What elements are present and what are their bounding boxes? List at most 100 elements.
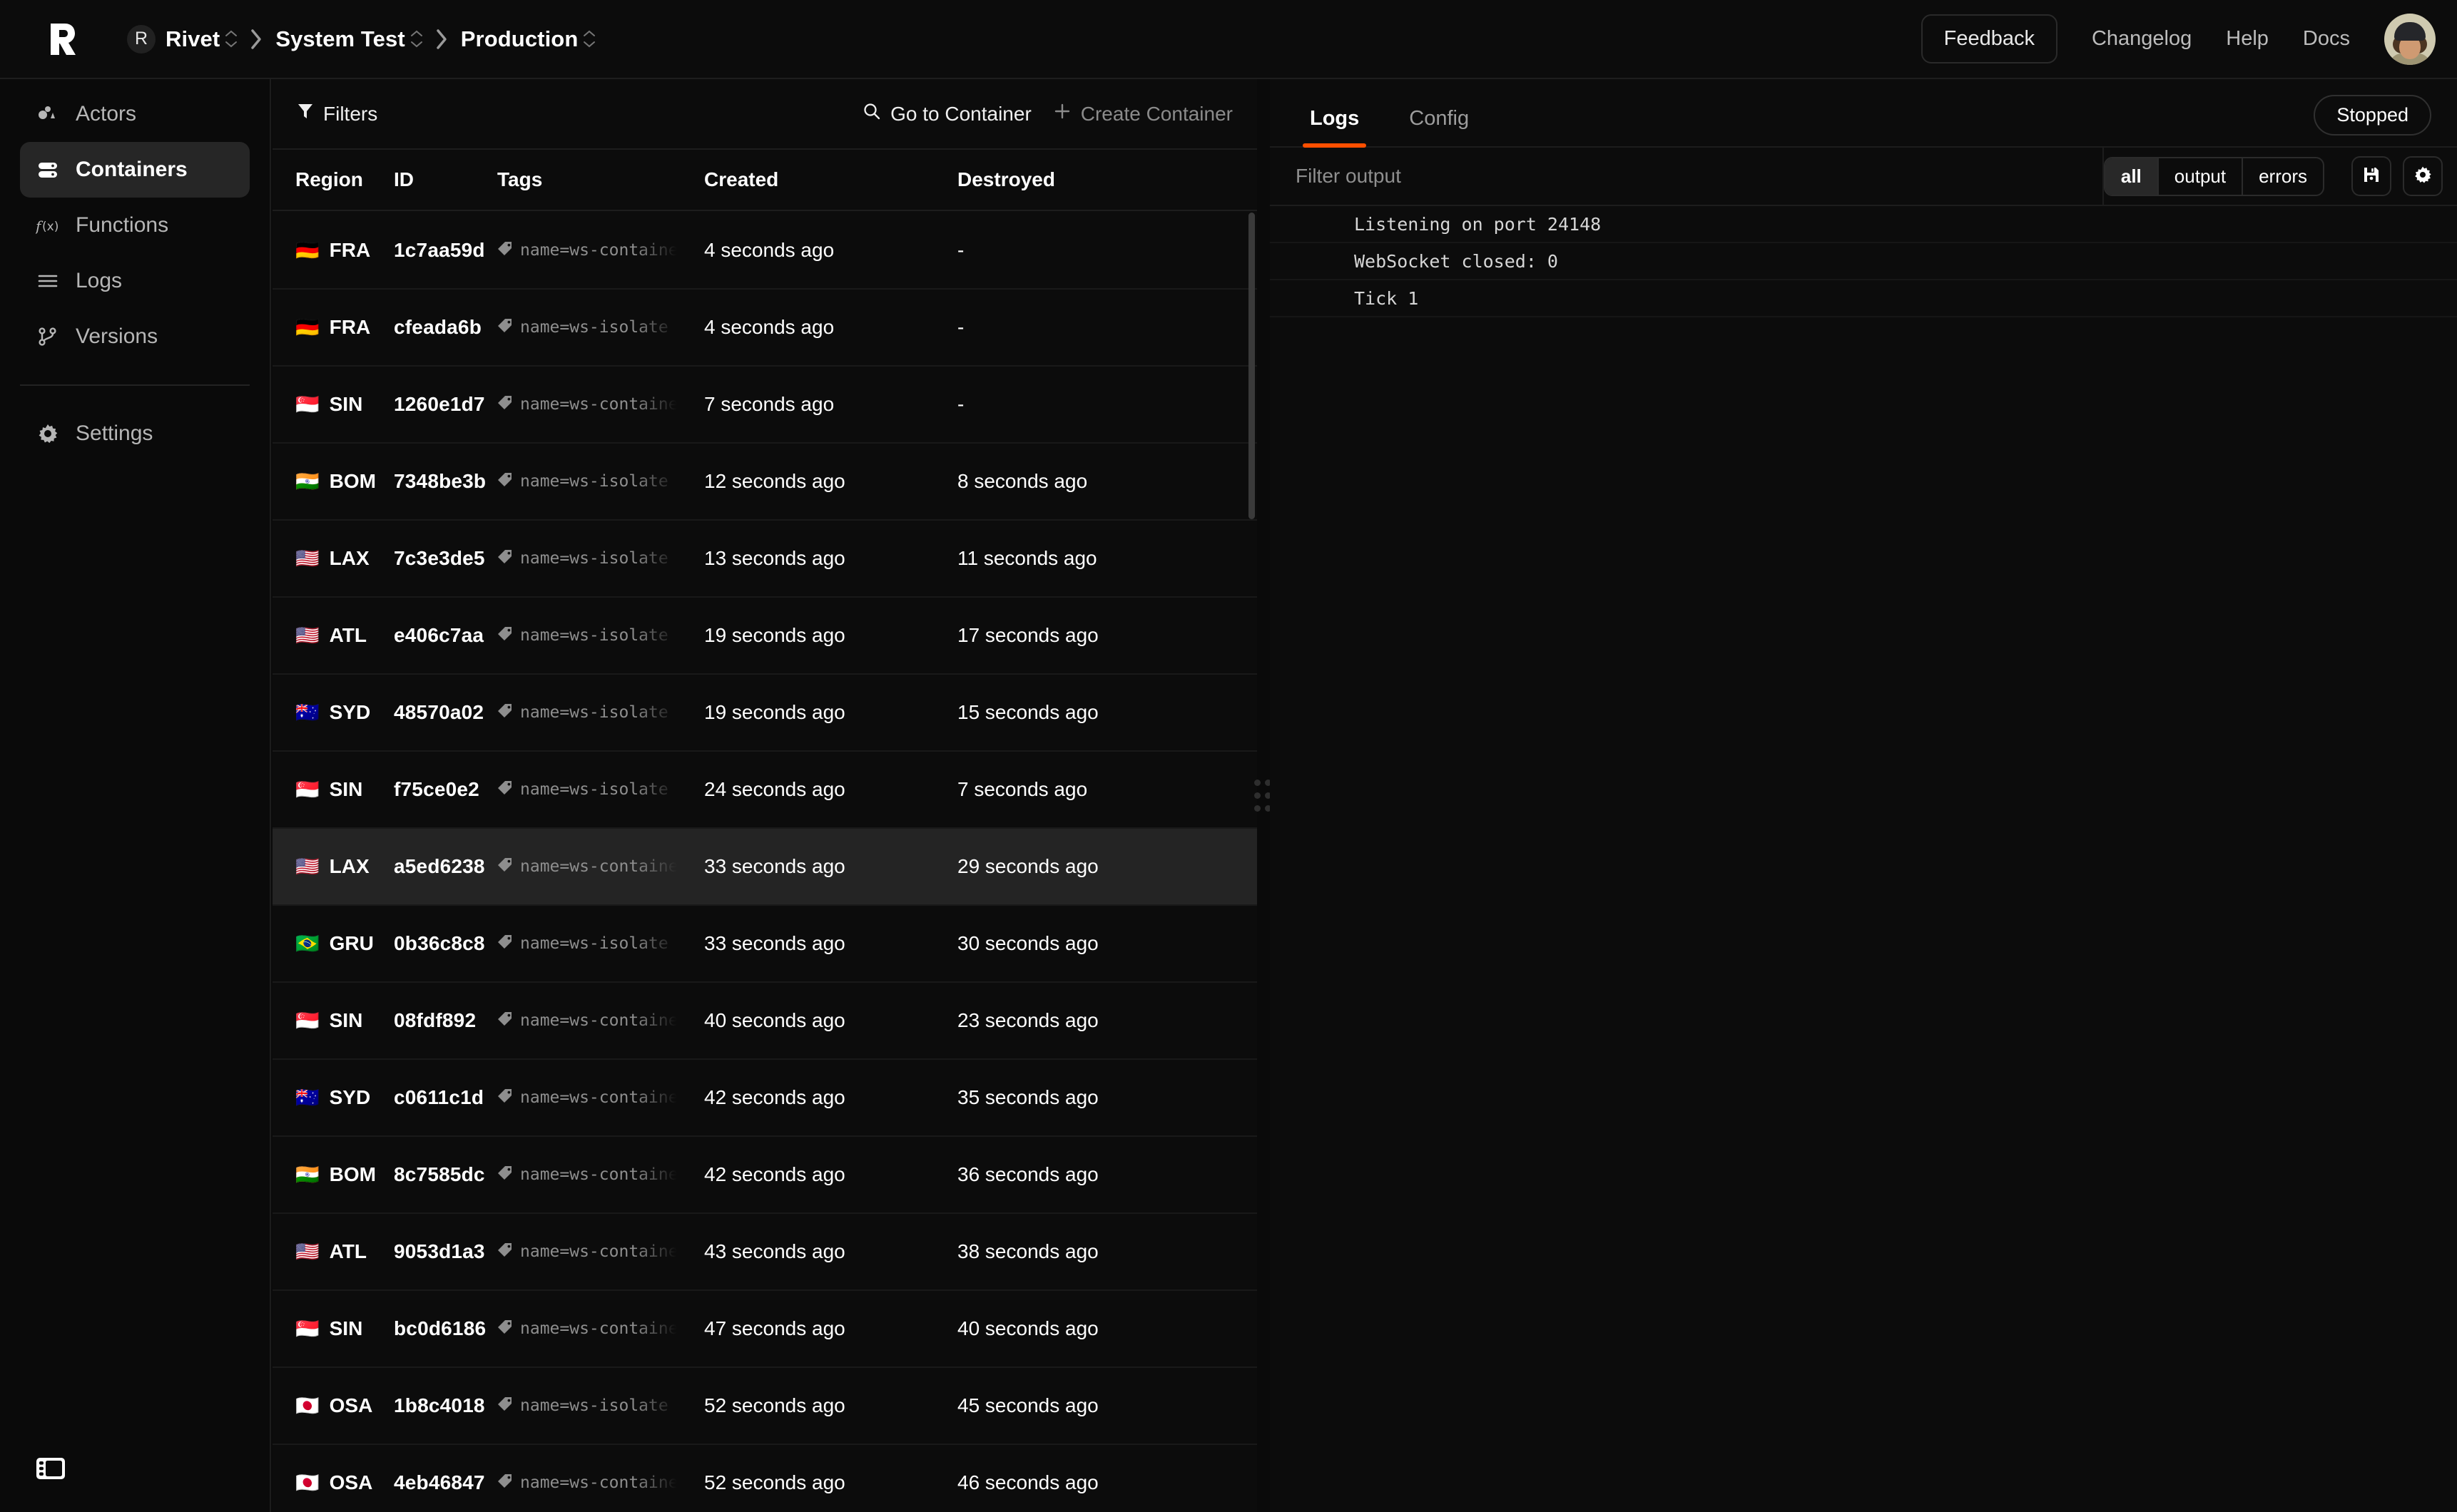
go-to-container-button[interactable]: Go to Container [863,102,1032,126]
region-code: BOM [329,470,376,492]
breadcrumb-item-rivet[interactable]: R Rivet [124,24,223,53]
region-code: SYD [329,701,371,723]
cell-id: 08fdf892 [394,1009,477,1031]
table-header-row: Region ID Tags Created Destroyed [273,150,1257,211]
table-row[interactable]: 🇸🇬 SIN bc0d6186 name=ws-container 47 seconds… [273,1291,1257,1368]
sidebar-item-label-settings: Settings [76,422,153,445]
cell-id: 48570a02 [394,701,484,723]
region-code: LAX [329,547,370,569]
create-container-button[interactable]: Create Container [1053,102,1233,126]
region-code: FRA [329,239,371,261]
table-row[interactable]: 🇯🇵 OSA 1b8c4018 name=ws-isolate 52 seconds a… [273,1368,1257,1445]
table-scrollbar[interactable] [1248,213,1255,1508]
table-row[interactable]: 🇸🇬 SIN 1260e1d7 name=ws-container 7 seconds … [273,367,1257,444]
region-code: FRA [329,316,371,338]
table-row[interactable]: 🇩🇪 FRA 1c7aa59d name=ws-container 4 seconds … [273,213,1257,290]
table-row[interactable]: 🇺🇸 LAX a5ed6238 name=ws-container 33 seconds… [273,829,1257,906]
tag-value: name=ws-isolate [520,318,668,337]
cell-destroyed: - [957,393,965,415]
sidebar-item-actors[interactable]: Actors [20,86,250,142]
sidebar-collapse-icon[interactable] [34,1452,67,1485]
table-row[interactable]: 🇸🇬 SIN f75ce0e2 name=ws-isolate 24 seconds a… [273,752,1257,829]
plus-icon [1053,102,1072,126]
cell-id: f75ce0e2 [394,778,479,800]
log-line: WebSocket closed: 0 [1270,243,2457,280]
tag-value: name=ws-isolate [520,703,668,722]
tag-icon [497,1394,513,1417]
tag-icon [497,1163,513,1186]
filters-button[interactable]: Filters [297,102,377,126]
region-flag-icon: 🇧🇷 [295,932,320,954]
chevron-updown-icon-2[interactable] [408,30,425,48]
cell-tags: name=ws-container [497,1086,704,1109]
column-header-tags[interactable]: Tags [497,168,543,190]
log-settings-button[interactable] [2403,156,2443,196]
chevron-updown-icon-1[interactable] [223,30,240,48]
column-header-region[interactable]: Region [295,168,363,190]
table-row[interactable]: 🇺🇸 LAX 7c3e3de5 name=ws-isolate 13 seconds a… [273,521,1257,598]
column-header-id[interactable]: ID [394,168,414,190]
cell-destroyed: 35 seconds ago [957,1086,1099,1108]
region-code: SIN [329,1317,363,1339]
tag-icon [497,316,513,339]
cell-created: 40 seconds ago [704,1009,845,1031]
table-row[interactable]: 🇧🇷 GRU 0b36c8c8 name=ws-isolate 33 seconds a… [273,906,1257,983]
region-code: ATL [329,624,367,646]
region-flag-icon: 🇦🇺 [295,701,320,723]
breadcrumb-item-production[interactable]: Production [458,26,581,52]
seg-all[interactable]: all [2105,158,2159,195]
table-row[interactable]: 🇦🇺 SYD 48570a02 name=ws-isolate 19 seconds a… [273,675,1257,752]
tag-icon [497,624,513,647]
log-tab-bar: Logs Config Stopped [1270,79,2457,148]
save-logs-button[interactable] [2351,156,2391,196]
tab-logs[interactable]: Logs [1303,107,1367,148]
tag-value: name=ws-container [520,1242,684,1261]
table-row[interactable]: 🇺🇸 ATL 9053d1a3 name=ws-container 43 seconds… [273,1214,1257,1291]
feedback-button[interactable]: Feedback [1921,14,2057,63]
cell-destroyed: 45 seconds ago [957,1394,1099,1416]
seg-errors[interactable]: errors [2243,158,2323,195]
table-row[interactable]: 🇦🇺 SYD c0611c1d name=ws-container 42 seconds… [273,1060,1257,1137]
changelog-link[interactable]: Changelog [2091,27,2192,50]
table-row[interactable]: 🇮🇳 BOM 8c7585dc name=ws-container 42 seconds… [273,1137,1257,1214]
filters-label: Filters [323,102,378,125]
panel-resize-handle[interactable] [1254,79,1271,1512]
region-flag-icon: 🇩🇪 [295,239,320,261]
column-header-created[interactable]: Created [704,168,779,190]
app-logo[interactable] [0,22,124,56]
cell-region: 🇯🇵 OSA [273,1394,394,1417]
region-code: GRU [329,932,374,954]
sidebar-item-logs[interactable]: Logs [20,253,250,309]
filter-output-input[interactable] [1296,148,1938,205]
tag-value: name=ws-isolate [520,472,668,491]
tag-value: name=ws-isolate [520,934,668,953]
table-scrollbar-thumb[interactable] [1248,213,1255,519]
tag-icon [497,932,513,955]
seg-output[interactable]: output [2159,158,2244,195]
sidebar-item-versions[interactable]: Versions [20,309,250,364]
docs-link[interactable]: Docs [2302,27,2350,50]
sidebar: Actors Containers f (x) Functions [0,79,271,1512]
cell-id: cfeada6b [394,316,482,338]
breadcrumb-item-system-test[interactable]: System Test [273,26,407,52]
column-header-destroyed[interactable]: Destroyed [957,168,1055,190]
table-row[interactable]: 🇩🇪 FRA cfeada6b name=ws-isolate 4 seconds ag… [273,290,1257,367]
breadcrumb-label-system-test: System Test [275,26,405,51]
table-row[interactable]: 🇺🇸 ATL e406c7aa name=ws-isolate 19 seconds a… [273,598,1257,675]
sidebar-item-label-containers: Containers [76,158,188,181]
table-row[interactable]: 🇮🇳 BOM 7348be3b name=ws-isolate 12 seconds a… [273,444,1257,521]
chevron-updown-icon-3[interactable] [581,30,598,48]
sidebar-item-containers[interactable]: Containers [20,142,250,198]
tab-config[interactable]: Config [1409,107,1470,130]
logs-icon [36,269,60,293]
sidebar-item-functions[interactable]: f (x) Functions [20,198,250,253]
help-link[interactable]: Help [2226,27,2269,50]
avatar[interactable] [2384,13,2436,65]
table-row[interactable]: 🇸🇬 SIN 08fdf892 name=ws-container 40 seconds… [273,983,1257,1060]
cell-tags: name=ws-container [497,393,704,416]
sidebar-item-settings[interactable]: Settings [20,406,250,461]
breadcrumb: R Rivet System Test Production [124,24,598,53]
breadcrumb-separator-2 [425,28,458,51]
table-row[interactable]: 🇯🇵 OSA 4eb46847 name=ws-container 52 seconds… [273,1445,1257,1512]
versions-icon [36,325,60,349]
